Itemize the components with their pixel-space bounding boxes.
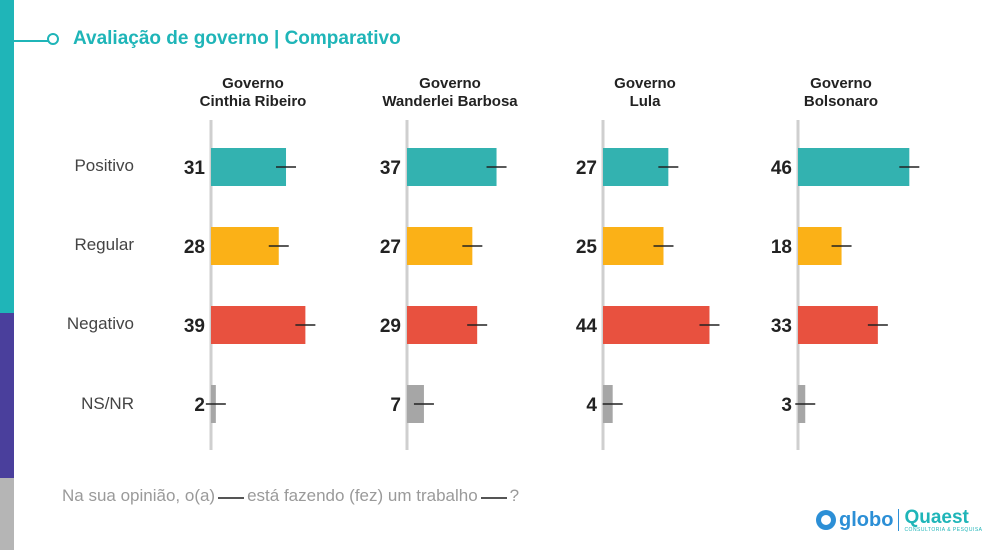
value-label: 29 bbox=[380, 316, 401, 337]
bar-positivo bbox=[211, 148, 287, 186]
value-label: 39 bbox=[184, 316, 205, 337]
bar-positivo bbox=[407, 148, 497, 186]
bar-negativo bbox=[407, 306, 478, 344]
value-label: 31 bbox=[184, 158, 206, 179]
side-stripe-purple bbox=[0, 313, 14, 478]
logo-area: globo Quaest CONSULTORIA & PESQUISA bbox=[816, 505, 983, 535]
value-label: 44 bbox=[576, 316, 598, 337]
footnote: Na sua opinião, o(a) está fazendo (fez) u… bbox=[62, 486, 519, 506]
panel-title-bolsonaro: Governo Bolsonaro bbox=[741, 75, 941, 111]
value-label: 37 bbox=[380, 158, 401, 179]
side-stripe-gray bbox=[0, 478, 14, 550]
globo-logo-icon bbox=[816, 510, 836, 530]
logo-divider bbox=[898, 509, 900, 531]
panel-title-line2: Cinthia Ribeiro bbox=[199, 93, 307, 110]
panel-title-line2: Lula bbox=[629, 93, 661, 110]
value-label: 33 bbox=[771, 316, 792, 337]
footnote-blank bbox=[480, 497, 507, 499]
header-decor-line bbox=[14, 40, 48, 42]
value-label: 27 bbox=[576, 158, 597, 179]
bar-positivo bbox=[798, 148, 910, 186]
panel-title-line2: Wanderlei Barbosa bbox=[382, 93, 518, 110]
footnote-part2: está fazendo (fez) um trabalho bbox=[247, 486, 478, 505]
row-label-regular: Regular bbox=[74, 235, 134, 254]
footnote-part3: ? bbox=[509, 486, 520, 505]
page-title: Avaliação de governo | Comparativo bbox=[73, 28, 401, 49]
globo-logo-text: globo bbox=[839, 508, 894, 531]
panel-title-line1: Governo bbox=[222, 75, 284, 92]
bar-positivo bbox=[603, 148, 669, 186]
value-label: 2 bbox=[194, 395, 205, 416]
value-label: 18 bbox=[771, 237, 792, 258]
bar-negativo bbox=[798, 306, 878, 344]
bar-negativo bbox=[211, 306, 306, 344]
panel-title-line2: Bolsonaro bbox=[803, 93, 879, 110]
value-label: 46 bbox=[771, 158, 792, 179]
bar-negativo bbox=[603, 306, 710, 344]
panel-title-line1: Governo bbox=[614, 75, 676, 92]
header-decor-circle bbox=[47, 33, 59, 45]
panel-title-wanderlei: Governo Wanderlei Barbosa bbox=[350, 75, 550, 111]
bar-regular bbox=[211, 227, 279, 265]
row-label-positivo: Positivo bbox=[74, 156, 134, 175]
panel-title-lula: Governo Lula bbox=[545, 75, 745, 111]
value-label: 4 bbox=[586, 395, 597, 416]
footnote-blank bbox=[218, 497, 245, 499]
quaest-logo: Quaest CONSULTORIA & PESQUISA bbox=[904, 508, 982, 533]
bar-regular bbox=[407, 227, 473, 265]
side-stripe-teal bbox=[0, 0, 14, 313]
row-label-negativo: Negativo bbox=[66, 314, 134, 333]
panel-title-line1: Governo bbox=[810, 75, 872, 92]
quaest-logo-text: Quaest bbox=[904, 506, 969, 528]
value-label: 3 bbox=[781, 395, 792, 416]
value-label: 27 bbox=[380, 237, 401, 258]
bar-regular bbox=[603, 227, 664, 265]
row-label-nsnr: NS/NR bbox=[81, 394, 134, 413]
value-label: 28 bbox=[184, 237, 205, 258]
value-label: 25 bbox=[576, 237, 598, 258]
panel-title-cinthia: Governo Cinthia Ribeiro bbox=[153, 75, 353, 111]
value-label: 7 bbox=[390, 395, 401, 416]
footnote-part1: Na sua opinião, o(a) bbox=[62, 486, 216, 505]
quaest-logo-subtitle: CONSULTORIA & PESQUISA bbox=[904, 526, 983, 533]
panel-title-line1: Governo bbox=[419, 75, 481, 92]
